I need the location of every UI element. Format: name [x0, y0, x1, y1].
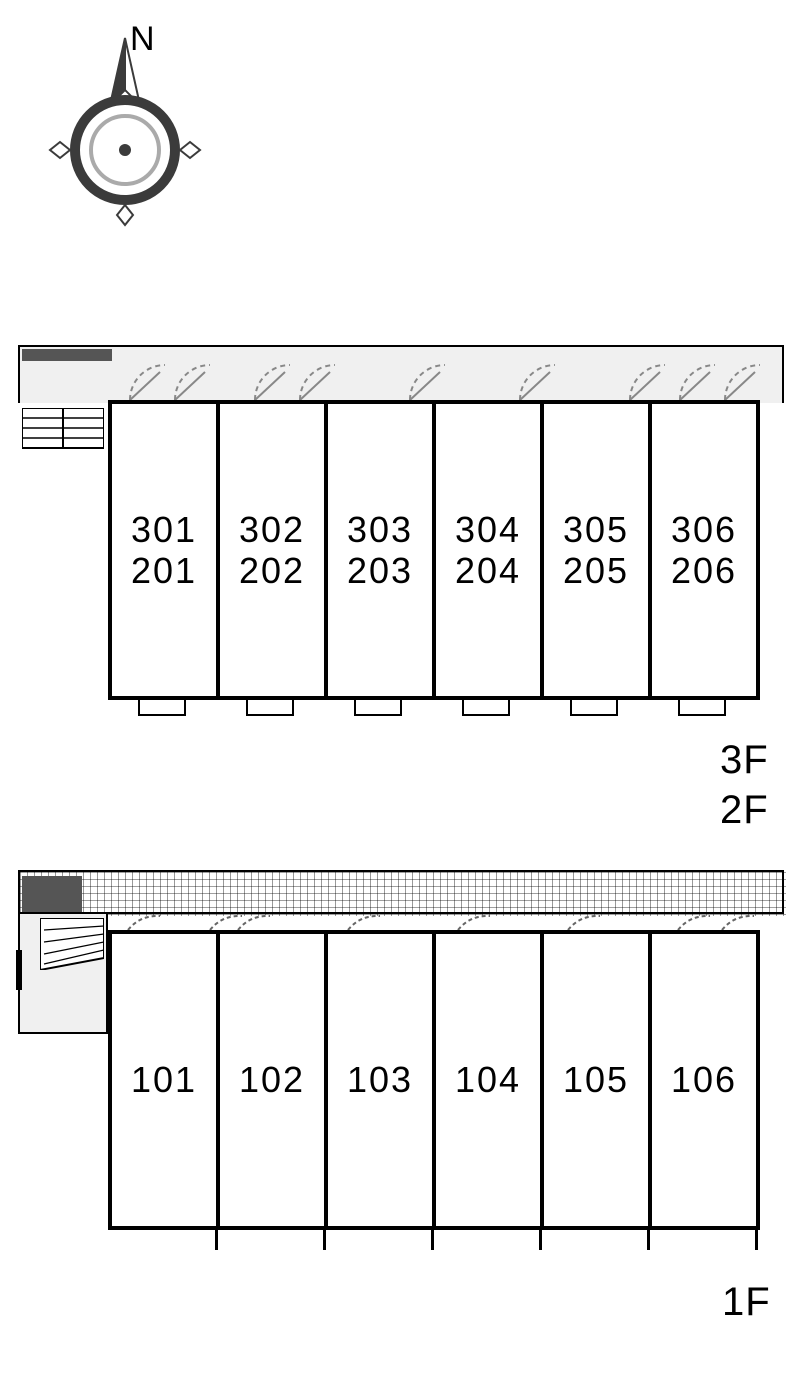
balcony-tab [678, 698, 726, 716]
unit-301-201: 301201 [108, 400, 220, 700]
unit-number: 302 [239, 509, 305, 550]
compass-svg: N [30, 20, 210, 250]
compass-east [180, 142, 200, 158]
wall-stub [539, 1230, 542, 1250]
unit-number: 203 [347, 550, 413, 591]
balcony-tab [246, 698, 294, 716]
compass-south [117, 205, 133, 225]
door-lower-left [16, 950, 22, 990]
unit-106: 106 [648, 930, 760, 1230]
balcony-tab [570, 698, 618, 716]
unit-number: 304 [455, 509, 521, 550]
units-row-lower: 101 102 103 104 105 106 [108, 930, 760, 1230]
unit-number: 206 [671, 550, 737, 591]
unit-number: 201 [131, 550, 197, 591]
unit-number: 103 [347, 1059, 413, 1100]
unit-103: 103 [324, 930, 436, 1230]
compass: N [30, 20, 210, 255]
unit-number: 306 [671, 509, 737, 550]
stairs-upper [22, 408, 104, 470]
unit-101: 101 [108, 930, 220, 1230]
compass-center [119, 144, 131, 156]
unit-303-203: 303203 [324, 400, 436, 700]
unit-number: 305 [563, 509, 629, 550]
unit-number: 105 [563, 1059, 629, 1100]
unit-302-202: 302202 [216, 400, 328, 700]
unit-102: 102 [216, 930, 328, 1230]
unit-number: 204 [455, 550, 521, 591]
unit-304-204: 304204 [432, 400, 544, 700]
floor-label-3f: 3F [720, 738, 769, 783]
unit-305-205: 305205 [540, 400, 652, 700]
unit-number: 202 [239, 550, 305, 591]
unit-number: 101 [131, 1059, 197, 1100]
units-row-upper: 301201302202303203304204305205306206 [108, 400, 760, 700]
unit-number: 301 [131, 509, 197, 550]
floor-label-2f: 2F [720, 788, 769, 833]
compass-west [50, 142, 70, 158]
balcony-tab [138, 698, 186, 716]
unit-number: 303 [347, 509, 413, 550]
balcony-tab [354, 698, 402, 716]
wall-stub [431, 1230, 434, 1250]
wall-stub [323, 1230, 326, 1250]
wall-stub [647, 1230, 650, 1250]
corridor-lower [18, 870, 784, 914]
wall-stub [215, 1230, 218, 1250]
compass-north-left [110, 38, 125, 105]
floor-label-1f: 1F [722, 1280, 771, 1325]
wall-stub [755, 1230, 758, 1250]
unit-number: 104 [455, 1059, 521, 1100]
unit-number: 102 [239, 1059, 305, 1100]
balcony-tab [462, 698, 510, 716]
unit-306-206: 306206 [648, 400, 760, 700]
compass-n-label: N [130, 20, 155, 58]
unit-105: 105 [540, 930, 652, 1230]
unit-104: 104 [432, 930, 544, 1230]
unit-number: 205 [563, 550, 629, 591]
unit-number: 106 [671, 1059, 737, 1100]
